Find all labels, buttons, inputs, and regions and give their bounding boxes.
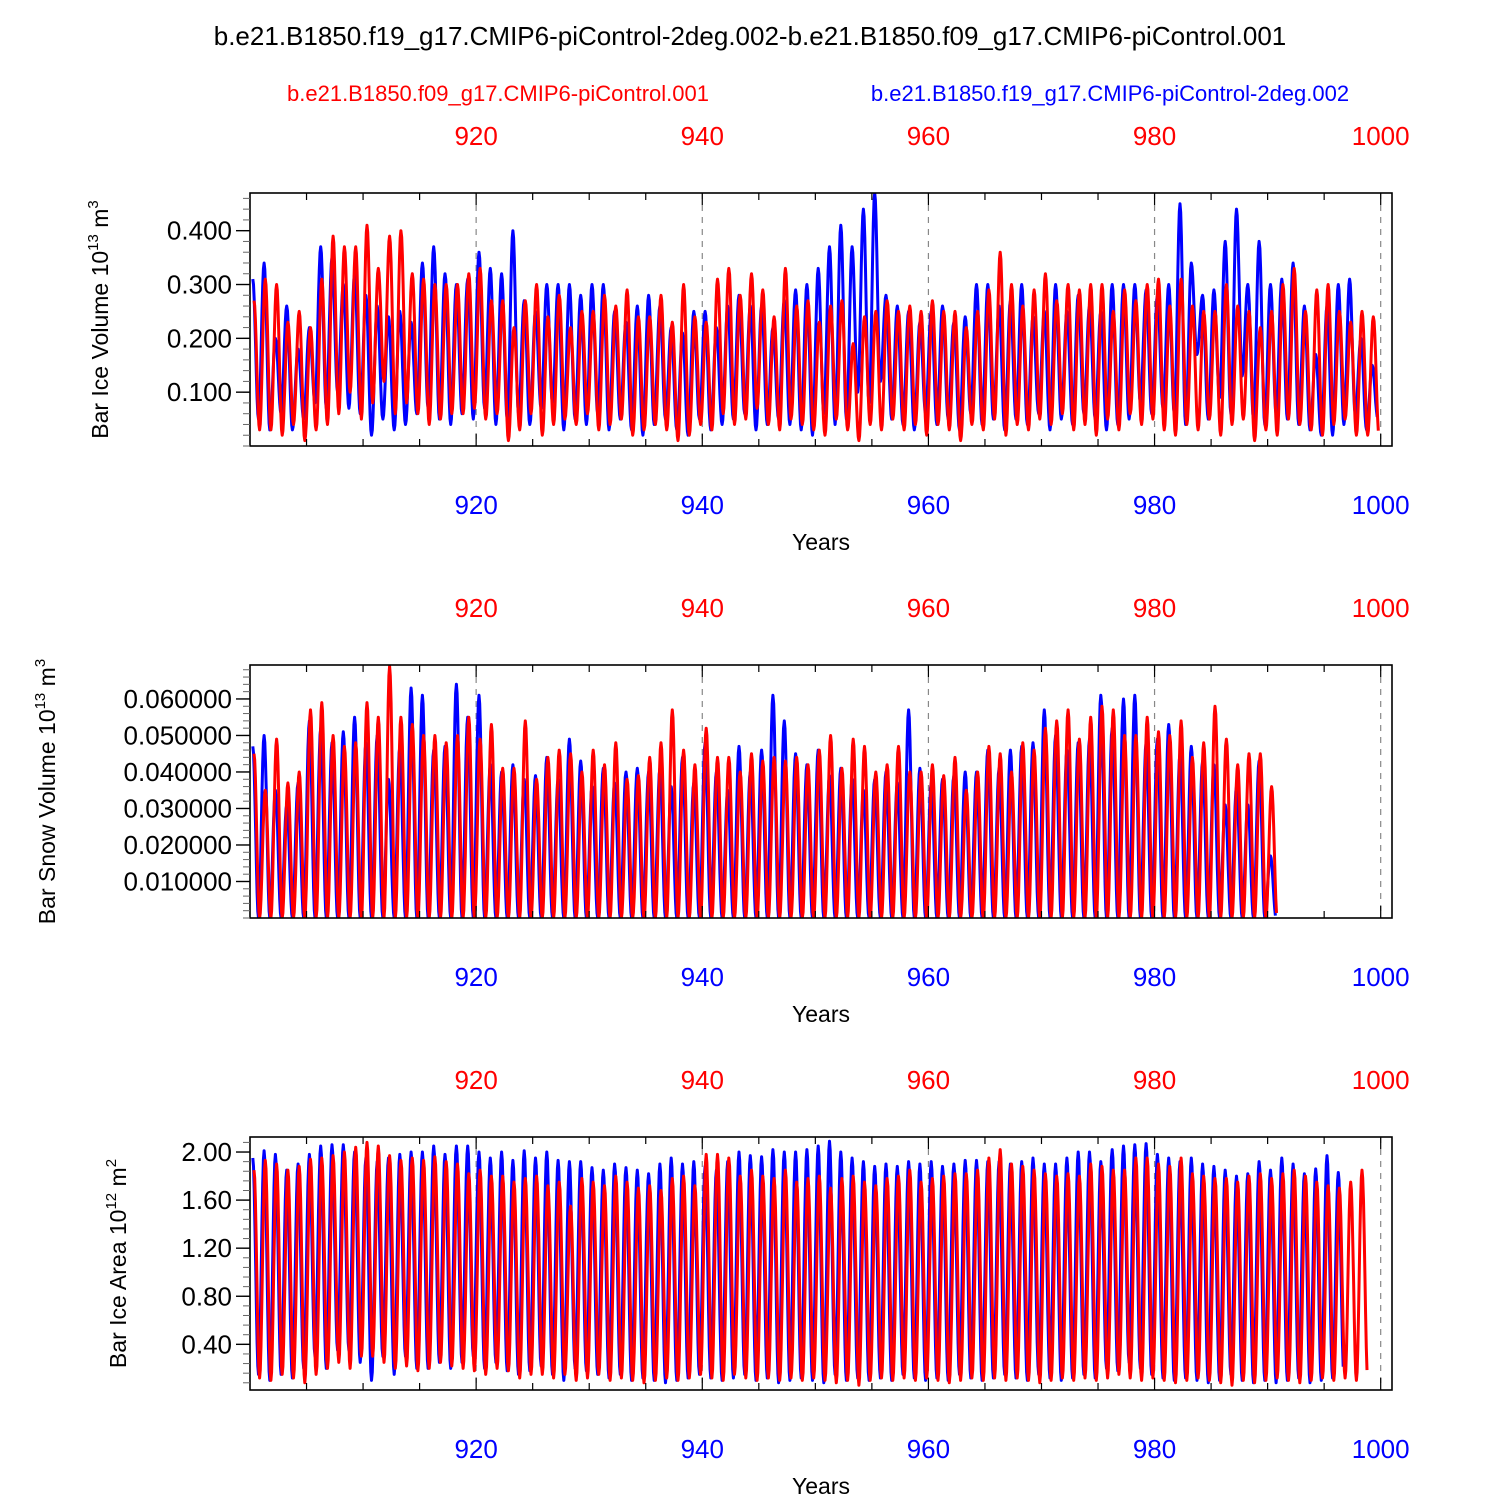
x-axis-label: Years (792, 1473, 850, 1499)
y-tick-label: 0.80 (181, 1281, 232, 1311)
x-tick-label-bottom: 980 (1133, 490, 1176, 520)
plot-frame (249, 1136, 1393, 1391)
x-tick-label-top: 940 (681, 593, 724, 623)
x-tick-label-bottom: 960 (907, 490, 950, 520)
panel-1: 920 920 940 940 960 960 980 980 1000 1000 Years 0.1… (85, 121, 1410, 555)
y-axis-label: Bar Ice Volume 1013 m3 (85, 200, 113, 439)
x-tick-label-top: 1000 (1352, 121, 1410, 151)
x-tick-label-bottom: 1000 (1352, 490, 1410, 520)
y-axis-label-exponent: 13 (32, 693, 49, 710)
y-tick-label: 1.60 (181, 1185, 232, 1215)
x-tick-label-top: 920 (454, 593, 497, 623)
legend-entry-blue: b.e21.B1850.f19_g17.CMIP6-piControl-2deg… (871, 81, 1349, 106)
x-tick-label-bottom: 960 (907, 962, 950, 992)
x-tick-label-bottom: 940 (681, 1434, 724, 1464)
y-tick-label: 0.010000 (124, 866, 232, 896)
x-axis-label: Years (792, 529, 850, 555)
y-tick-label: 0.050000 (124, 720, 232, 750)
x-tick-label-bottom: 940 (681, 962, 724, 992)
panel-3: 920 920 940 940 960 960 980 980 1000 1000 Years 0.4… (103, 1065, 1410, 1499)
y-axis-label-text: m (105, 1167, 131, 1193)
x-tick-label-bottom: 1000 (1352, 962, 1410, 992)
y-axis-label-text: Bar Ice Volume 10 (87, 251, 113, 439)
y-tick-label: 0.200 (167, 323, 232, 353)
y-axis-label-text: Bar Snow Volume 10 (34, 709, 60, 924)
chart-title: b.e21.B1850.f19_g17.CMIP6-piControl-2deg… (214, 21, 1287, 51)
series-line-red (252, 1140, 1369, 1387)
y-tick-label: 0.020000 (124, 830, 232, 860)
plot-frame (249, 192, 1393, 447)
x-tick-label-bottom: 920 (454, 490, 497, 520)
x-tick-label-top: 960 (907, 1065, 950, 1095)
series-line-red (252, 665, 1278, 918)
x-axis-label: Years (792, 1001, 850, 1027)
y-axis-label: Bar Snow Volume 1013 m3 (32, 659, 60, 924)
y-axis-label-exponent: 3 (32, 659, 49, 667)
series-line-red (252, 223, 1380, 443)
x-tick-label-top: 980 (1133, 593, 1176, 623)
y-tick-label: 2.00 (181, 1137, 232, 1167)
y-tick-label: 0.060000 (124, 684, 232, 714)
y-axis-label-exponent: 3 (85, 200, 102, 208)
y-axis-label-exponent: 12 (103, 1193, 120, 1210)
y-tick-label: 0.040000 (124, 757, 232, 787)
y-axis-label-text: m (87, 209, 113, 235)
x-tick-label-top: 920 (454, 121, 497, 151)
y-tick-label: 0.400 (167, 216, 232, 246)
y-tick-label: 1.20 (181, 1233, 232, 1263)
x-tick-label-bottom: 980 (1133, 1434, 1176, 1464)
x-tick-label-top: 1000 (1352, 593, 1410, 623)
y-tick-label: 0.40 (181, 1329, 232, 1359)
y-axis-label-exponent: 13 (85, 234, 102, 251)
legend-entry-red: b.e21.B1850.f09_g17.CMIP6-piControl.001 (287, 81, 709, 106)
x-tick-label-top: 940 (681, 121, 724, 151)
x-tick-label-top: 980 (1133, 121, 1176, 151)
x-tick-label-top: 940 (681, 1065, 724, 1095)
x-tick-label-bottom: 980 (1133, 962, 1176, 992)
plot-frame (249, 664, 1393, 919)
panel-2: 920 920 940 940 960 960 980 980 1000 1000 Years 0.0… (32, 593, 1410, 1027)
x-tick-label-bottom: 960 (907, 1434, 950, 1464)
y-axis-label-text: Bar Ice Area 10 (105, 1210, 131, 1369)
x-tick-label-bottom: 1000 (1352, 1434, 1410, 1464)
x-tick-label-bottom: 920 (454, 962, 497, 992)
y-axis-label-exponent: 2 (103, 1159, 120, 1167)
y-tick-label: 0.300 (167, 270, 232, 300)
x-tick-label-bottom: 940 (681, 490, 724, 520)
y-tick-label: 0.100 (167, 377, 232, 407)
x-tick-label-top: 980 (1133, 1065, 1176, 1095)
y-axis-label: Bar Ice Area 1012 m2 (103, 1159, 131, 1368)
x-tick-label-top: 960 (907, 593, 950, 623)
x-tick-label-top: 1000 (1352, 1065, 1410, 1095)
panels: 920 920 940 940 960 960 980 980 1000 1000 Years 0.1… (32, 121, 1410, 1499)
y-axis-label-text: m (34, 667, 60, 693)
x-tick-label-bottom: 920 (454, 1434, 497, 1464)
y-tick-label: 0.030000 (124, 793, 232, 823)
x-tick-label-top: 960 (907, 121, 950, 151)
x-tick-label-top: 920 (454, 1065, 497, 1095)
